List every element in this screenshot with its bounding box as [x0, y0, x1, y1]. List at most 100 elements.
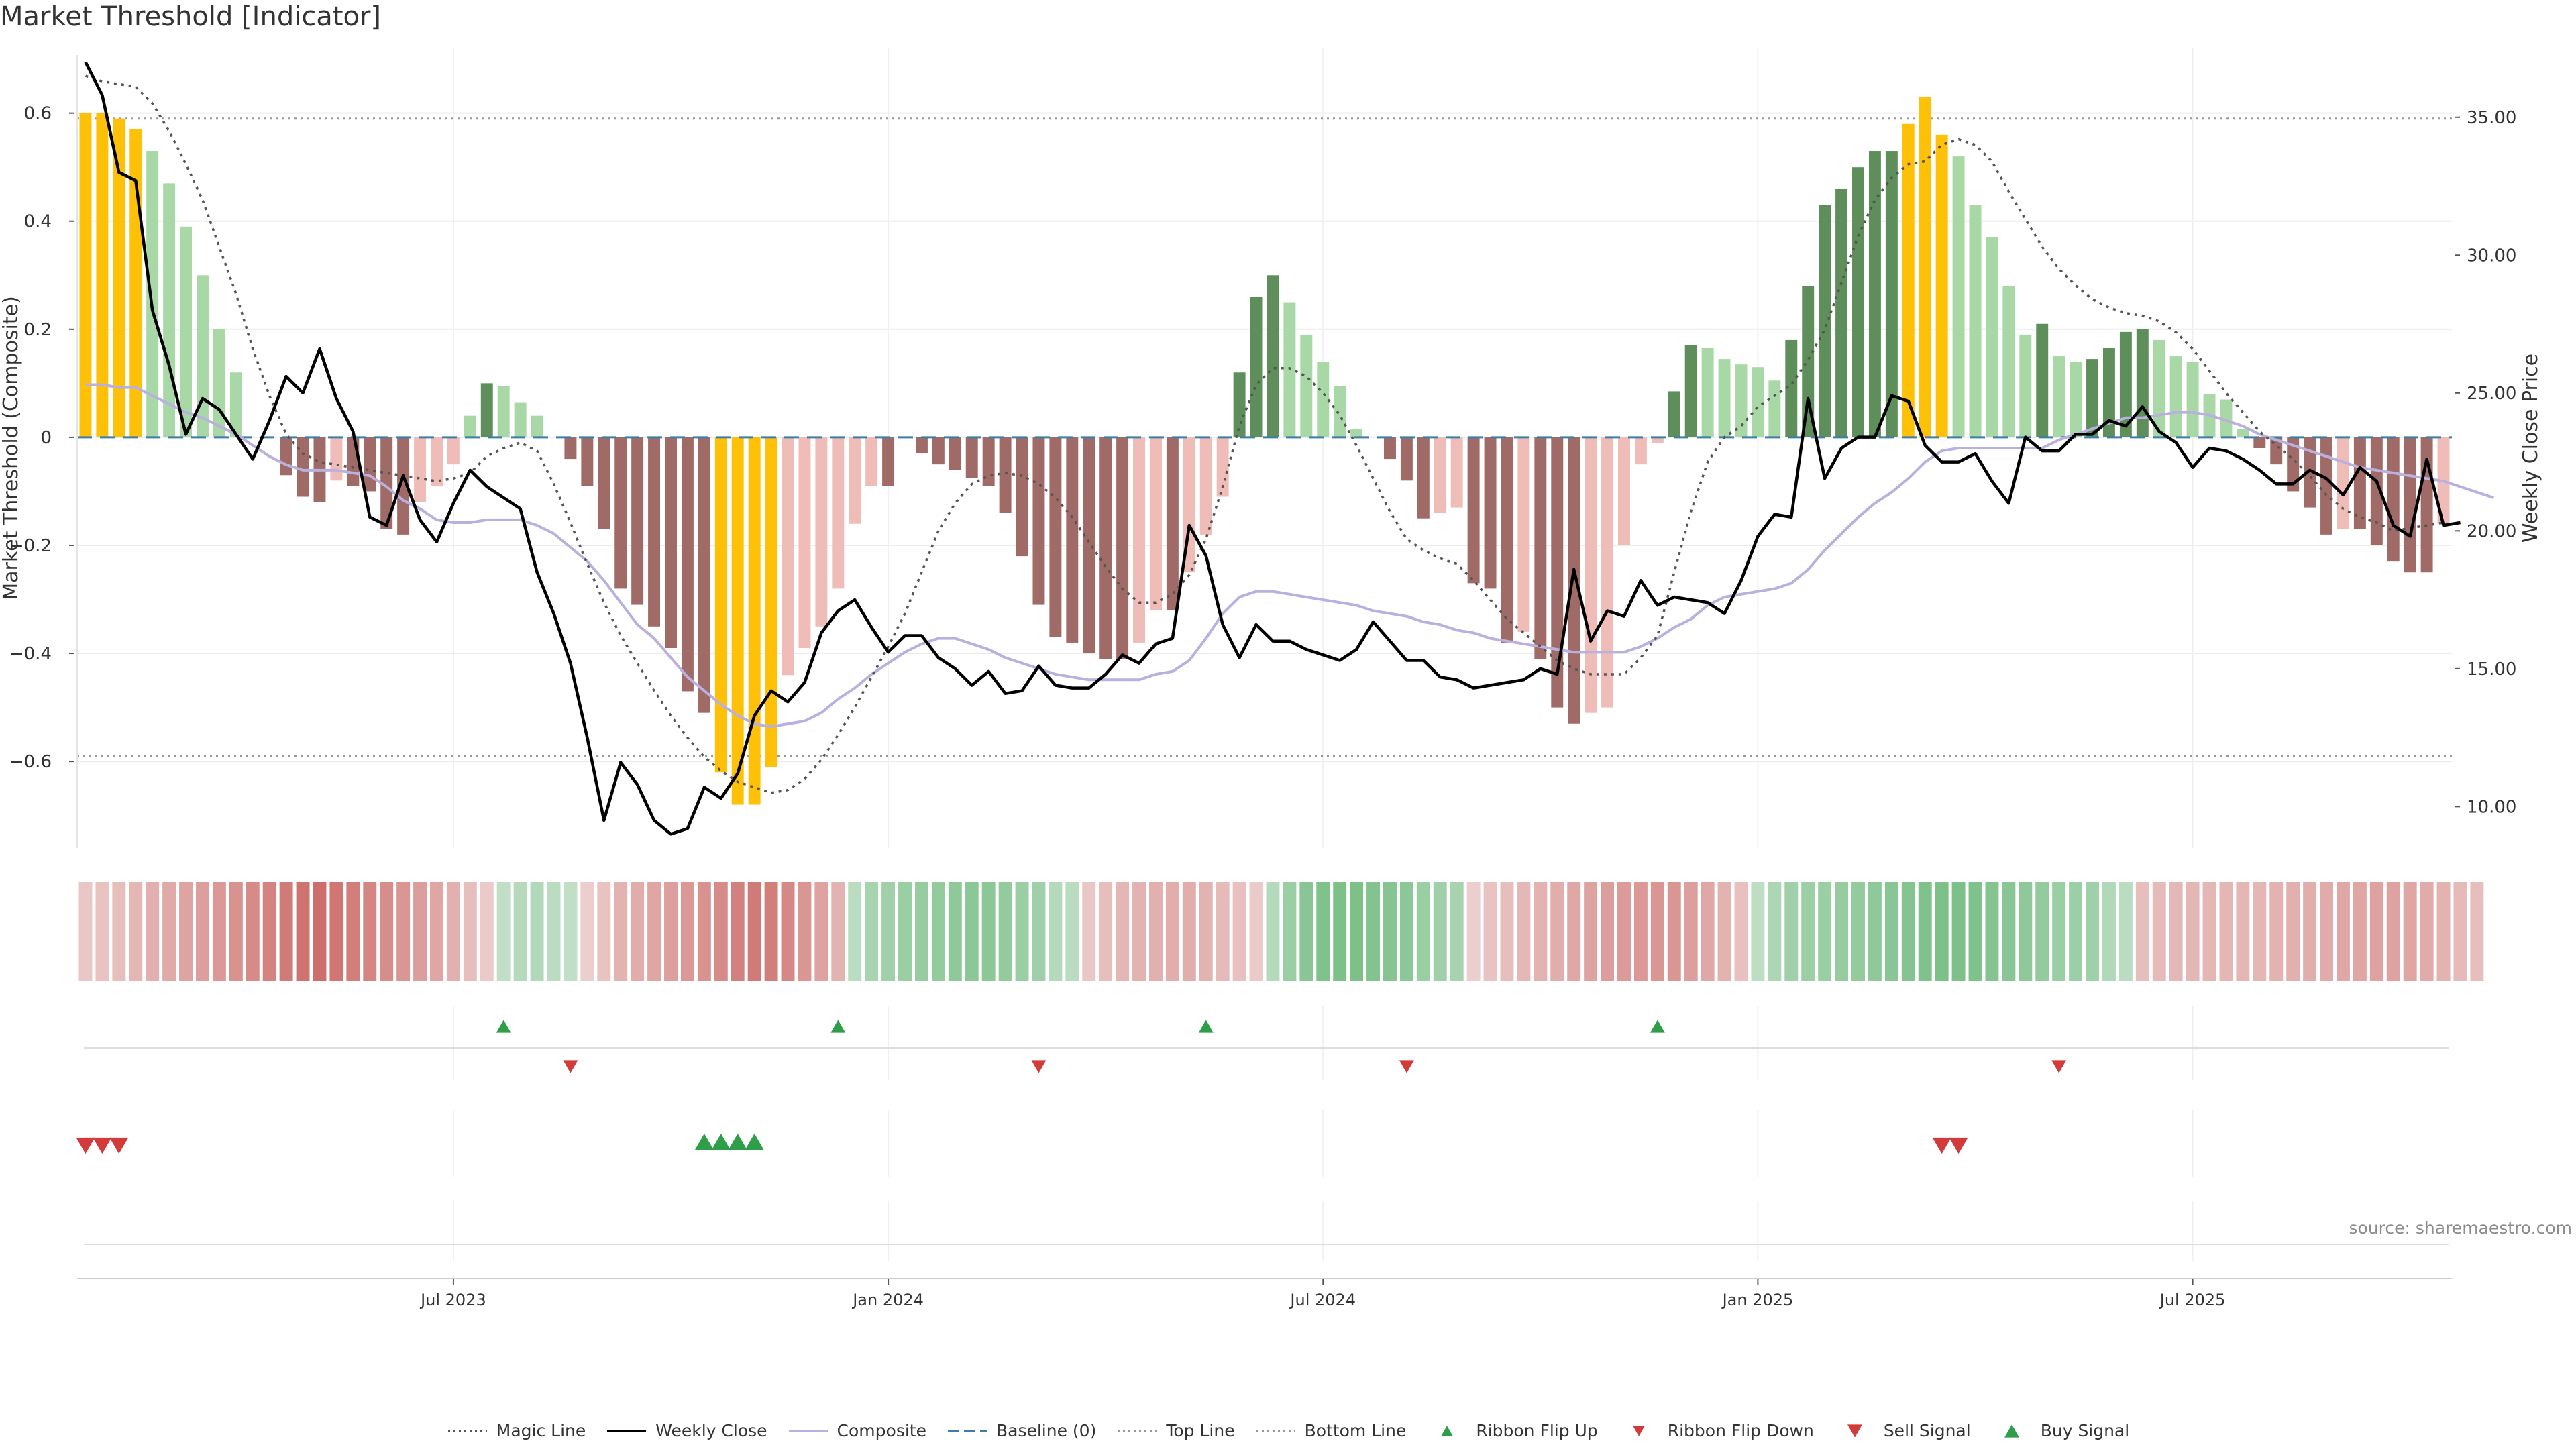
- composite-bar: [414, 437, 427, 502]
- legend-label: Baseline (0): [996, 1421, 1097, 1440]
- legend-item: Ribbon Flip Up: [1426, 1421, 1598, 1440]
- composite-bar: [748, 437, 761, 805]
- ribbon-flip-down-marker: [1031, 1060, 1046, 1073]
- legend-label: Composite: [837, 1421, 926, 1440]
- x-tick-label: Jan 2024: [851, 1291, 924, 1309]
- legend-label: Ribbon Flip Down: [1667, 1421, 1814, 1440]
- composite-bar: [2002, 286, 2015, 437]
- composite-bar: [1969, 205, 1982, 437]
- composite-bar: [598, 437, 610, 529]
- ribbon-cell: [798, 882, 812, 981]
- ribbon-cell: [1851, 882, 1865, 981]
- ribbon-flip-up-marker: [1198, 1020, 1214, 1033]
- composite-bar: [1049, 437, 1062, 637]
- legend-item: Magic Line: [447, 1421, 586, 1440]
- ribbon-cell: [329, 882, 343, 981]
- composite-bar: [514, 402, 527, 437]
- composite-bar: [2153, 339, 2165, 437]
- composite-bar: [146, 151, 159, 437]
- legend-label: Weekly Close: [655, 1421, 767, 1440]
- legend-item: Composite: [788, 1421, 926, 1440]
- ribbon-cell: [2420, 882, 2434, 981]
- ribbon-cell: [112, 882, 126, 981]
- composite-bar: [129, 129, 142, 437]
- y-tick-label: −0.4: [9, 644, 52, 664]
- composite-bar: [1852, 167, 1864, 437]
- buy-signal-marker: [745, 1133, 764, 1150]
- chart-title: Market Threshold [Indicator]: [0, 1, 382, 32]
- y-tick-label: 0: [40, 428, 52, 448]
- composite-bar: [1166, 437, 1179, 610]
- composite-bar: [1216, 437, 1229, 497]
- ribbon-cell: [714, 882, 728, 981]
- composite-bar: [614, 437, 627, 589]
- composite-bar: [1417, 437, 1430, 519]
- ribbon-cell: [747, 882, 761, 981]
- legend-item: Ribbon Flip Down: [1618, 1421, 1814, 1440]
- series-lines: [84, 61, 2494, 836]
- legend-item: Bottom Line: [1255, 1421, 1407, 1440]
- ribbon-cell: [380, 882, 394, 981]
- ribbon-cell: [614, 882, 628, 981]
- composite-bar: [447, 437, 460, 465]
- axes: 0.6 0.4 0.2 0 −0.2 −0.4 −0.6 35.00 30.00 25.00 20.…: [0, 55, 2542, 848]
- ribbon-cell: [296, 882, 310, 981]
- ribbon-cell: [2086, 882, 2099, 981]
- composite-bar: [213, 329, 225, 437]
- x-tick-label: Jan 2025: [1721, 1291, 1794, 1309]
- composite-bar: [1568, 437, 1580, 724]
- x-tick-label: Jul 2023: [419, 1291, 486, 1309]
- ribbon-cell: [1099, 882, 1113, 981]
- x-tick-label: Jul 2025: [2159, 1291, 2226, 1309]
- buy-signal-marker: [694, 1133, 714, 1150]
- ribbon-cell: [1015, 882, 1029, 981]
- ribbon-cell: [2353, 882, 2367, 981]
- ribbon-cell: [1650, 882, 1664, 981]
- composite-bar: [1601, 437, 1614, 708]
- composite-bar: [1267, 275, 1279, 437]
- ribbon-cell: [2303, 882, 2317, 981]
- ribbon-strip: [78, 882, 2484, 981]
- ribbon-cell: [1801, 882, 1815, 981]
- ribbon-cell: [1383, 882, 1397, 981]
- sell-signal-marker: [1949, 1137, 1968, 1155]
- legend-symbol: [607, 1430, 647, 1432]
- composite-bar: [849, 437, 861, 524]
- ribbon-cell: [2219, 882, 2233, 981]
- ribbon-cell: [831, 882, 845, 981]
- composite-bar: [2186, 362, 2199, 437]
- ribbon-cell: [2152, 882, 2166, 981]
- ribbon-cell: [480, 882, 494, 981]
- ribbon-cell: [547, 882, 561, 981]
- legend-item: Weekly Close: [606, 1421, 767, 1440]
- composite-bar: [1735, 364, 1748, 437]
- ribbon-cell: [664, 882, 678, 981]
- buy-signal-marker: [711, 1133, 731, 1150]
- composite-bar: [2070, 362, 2082, 437]
- ribbon-cell: [95, 882, 109, 981]
- y2-tick-label: 35.00: [2467, 108, 2516, 128]
- ribbon-cell: [78, 882, 93, 981]
- composite-bar: [113, 118, 125, 437]
- ribbon-cell: [2286, 882, 2300, 981]
- ribbon-cell: [1182, 882, 1196, 981]
- ribbon-cell: [212, 882, 226, 981]
- y2-tick-label: 30.00: [2467, 246, 2516, 266]
- composite-bar: [1350, 429, 1363, 437]
- y2-tick-label: 15.00: [2467, 659, 2516, 680]
- legend-symbol: [788, 1430, 828, 1432]
- ribbon-cell: [196, 882, 209, 981]
- composite-bar: [1651, 437, 1664, 443]
- composite-bar: [2102, 348, 2115, 437]
- ribbon-cell: [2169, 882, 2183, 981]
- ribbon-flip-up-marker: [1650, 1020, 1665, 1033]
- ribbon-cell: [2403, 882, 2417, 981]
- ribbon-cell: [179, 882, 193, 981]
- composite-bar: [1585, 437, 1597, 713]
- x-tick-label: Jul 2024: [1289, 1291, 1356, 1309]
- ribbon-cell: [965, 882, 979, 981]
- ribbon-flip-down-marker: [1399, 1060, 1414, 1073]
- composite-bar: [2387, 437, 2400, 562]
- legend-label: Bottom Line: [1304, 1421, 1407, 1440]
- composite-bar: [1149, 437, 1162, 610]
